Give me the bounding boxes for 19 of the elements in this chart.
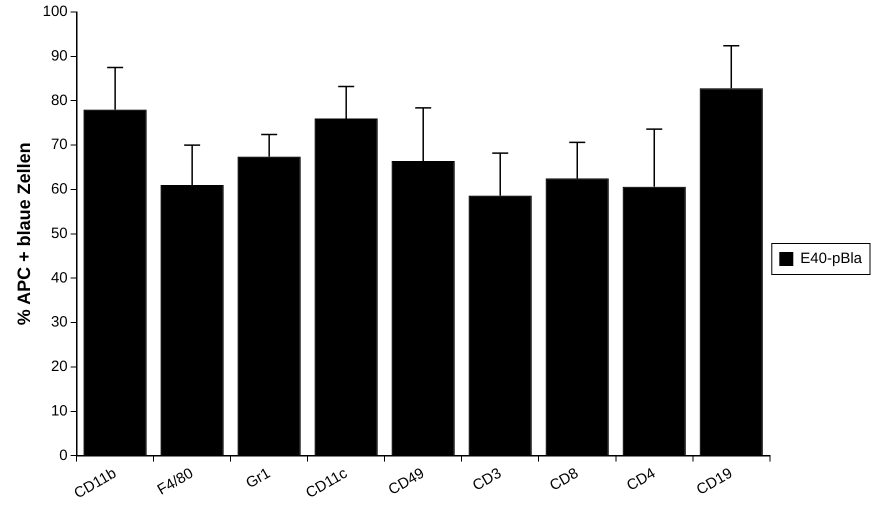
y-tick-label: 60 <box>50 180 68 198</box>
x-tick-label: CD3 <box>470 464 504 494</box>
y-tick-label: 0 <box>59 446 68 464</box>
x-tick-label: CD8 <box>546 464 582 494</box>
y-tick-label: 100 <box>42 3 68 20</box>
y-tick-label: 50 <box>50 224 68 242</box>
x-tick-label: CD19 <box>694 464 736 499</box>
y-tick-label: 10 <box>50 402 68 420</box>
x-tick-label: CD49 <box>386 464 428 499</box>
y-tick-label: 40 <box>50 269 68 286</box>
y-tick-label: 20 <box>50 358 68 376</box>
y-tick-label: 90 <box>50 48 68 65</box>
y-tick-label: 80 <box>50 92 68 109</box>
y-tick-label: 70 <box>50 136 68 154</box>
legend-label: E40-pBla <box>800 250 863 268</box>
x-tick-label: Gr1 <box>243 464 274 492</box>
y-axis-title: % APC + blaue Zellen <box>14 142 34 326</box>
x-tick-label: CD4 <box>624 464 658 494</box>
y-tick-label: 30 <box>50 314 68 331</box>
